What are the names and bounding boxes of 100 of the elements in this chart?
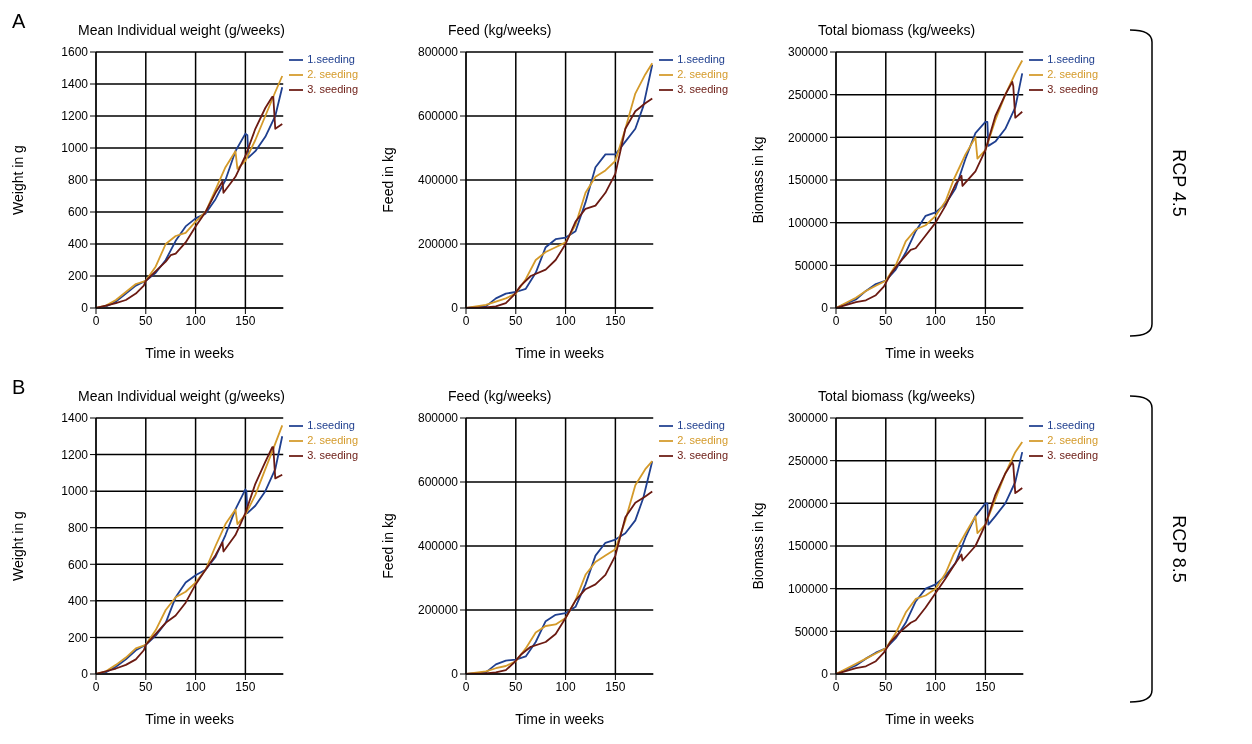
x-tick-label: 100 — [925, 679, 946, 694]
x-tick-label: 100 — [185, 313, 206, 328]
x-tick-label: 0 — [832, 313, 840, 328]
y-tick-label: 0 — [821, 667, 829, 682]
legend-label: 3. seeding — [1047, 83, 1098, 96]
chart-title: Total biomass (kg/weeks) — [817, 21, 977, 40]
y-tick-label: 800 — [67, 520, 89, 535]
legend-label: 2. seeding — [1047, 434, 1098, 447]
y-axis-title: Feed in kg — [379, 513, 396, 579]
legend-label: 1.seeding — [307, 53, 355, 65]
x-tick-label: 150 — [975, 679, 996, 694]
y-tick-label: 200000 — [417, 237, 459, 252]
x-tick-label: 50 — [879, 679, 893, 694]
x-tick-label: 50 — [509, 679, 523, 694]
y-tick-label: 600000 — [417, 109, 459, 124]
x-tick-label: 0 — [832, 679, 840, 694]
y-tick-label: 1200 — [61, 447, 89, 462]
x-tick-label: 100 — [555, 313, 576, 328]
chart-title: Total biomass (kg/weeks) — [817, 387, 977, 406]
legend-label: 1.seeding — [677, 53, 725, 65]
x-tick-label: 150 — [975, 313, 996, 328]
legend-label: 1.seeding — [1047, 419, 1095, 431]
chart-title: Mean Individual weight (g/weeks) — [78, 22, 285, 38]
text: A — [12, 10, 26, 33]
y-tick-label: 0 — [81, 667, 89, 682]
y-tick-label: 1200 — [61, 109, 89, 124]
x-axis-title: Time in weeks — [515, 711, 605, 727]
x-tick-label: 50 — [139, 679, 153, 694]
y-axis-title: Biomass in kg — [749, 136, 766, 224]
y-tick-label: 200000 — [787, 496, 829, 511]
legend-label: 1.seeding — [307, 419, 355, 431]
chart-title: Feed (kg/weeks) — [447, 387, 553, 406]
y-tick-label: 250000 — [787, 453, 829, 468]
legend-label: 1.seeding — [677, 419, 725, 431]
y-axis-title: Weight in g — [9, 145, 26, 215]
y-tick-label: 800 — [67, 173, 89, 188]
x-tick-label: 150 — [605, 313, 626, 328]
y-tick-label: 1000 — [61, 484, 89, 499]
y-tick-label: 800000 — [417, 45, 459, 60]
legend-label: 3. seeding — [307, 449, 358, 462]
x-tick-label: 0 — [462, 679, 470, 694]
x-tick-label: 150 — [235, 313, 256, 328]
y-tick-label: 1400 — [61, 77, 89, 92]
y-tick-label: 400000 — [417, 173, 459, 188]
legend-label: 3. seeding — [677, 83, 728, 96]
y-tick-label: 600 — [67, 205, 89, 220]
y-tick-label: 400 — [67, 237, 89, 252]
legend-label: 2. seeding — [677, 68, 728, 81]
y-tick-label: 100000 — [787, 215, 829, 230]
text: B — [12, 376, 26, 399]
y-tick-label: 150000 — [787, 539, 829, 554]
x-tick-label: 50 — [509, 313, 523, 328]
y-tick-label: 0 — [451, 301, 459, 316]
y-tick-label: 200 — [67, 269, 89, 284]
x-tick-label: 50 — [139, 313, 153, 328]
x-tick-label: 100 — [555, 679, 576, 694]
y-axis-title: Feed in kg — [379, 147, 396, 213]
chart-title: Feed (kg/weeks) — [447, 21, 553, 40]
y-axis-title: Biomass in kg — [749, 502, 766, 590]
y-tick-label: 150000 — [787, 173, 829, 188]
y-axis-title: Weight in g — [9, 511, 26, 581]
y-tick-label: 1000 — [61, 141, 89, 156]
y-tick-label: 600000 — [417, 475, 459, 490]
legend-label: 2. seeding — [677, 434, 728, 447]
y-tick-label: 200000 — [417, 603, 459, 618]
y-tick-label: 50000 — [794, 258, 829, 273]
chart-title: Mean Individual weight (g/weeks) — [78, 388, 285, 404]
y-tick-label: 50000 — [794, 624, 829, 639]
y-tick-label: 600 — [67, 557, 89, 572]
y-tick-label: 1600 — [61, 45, 89, 60]
x-tick-label: 50 — [879, 313, 893, 328]
legend-label: 2. seeding — [307, 434, 358, 447]
legend-label: 2. seeding — [1047, 68, 1098, 81]
y-tick-label: 200000 — [787, 130, 829, 145]
y-tick-label: 0 — [821, 301, 829, 316]
x-tick-label: 100 — [185, 679, 206, 694]
x-tick-label: 0 — [462, 313, 470, 328]
y-tick-label: 0 — [451, 667, 459, 682]
x-axis-title: Time in weeks — [515, 345, 605, 361]
x-tick-label: 100 — [925, 313, 946, 328]
y-tick-label: 200 — [67, 630, 89, 645]
legend-label: 3. seeding — [307, 83, 358, 96]
x-axis-title: Time in weeks — [145, 345, 235, 361]
text: RCP 4.5 — [1167, 149, 1189, 217]
x-tick-label: 0 — [92, 679, 100, 694]
y-tick-label: 800000 — [417, 411, 459, 426]
x-tick-label: 0 — [92, 313, 100, 328]
x-axis-title: Time in weeks — [885, 711, 975, 727]
x-tick-label: 150 — [605, 679, 626, 694]
y-tick-label: 100000 — [787, 581, 829, 596]
y-tick-label: 250000 — [787, 87, 829, 102]
text: RCP 8.5 — [1167, 515, 1189, 583]
legend-label: 3. seeding — [677, 449, 728, 462]
x-axis-title: Time in weeks — [145, 711, 235, 727]
x-tick-label: 150 — [235, 679, 256, 694]
y-tick-label: 300000 — [787, 45, 829, 60]
y-tick-label: 0 — [81, 301, 89, 316]
legend-label: 2. seeding — [307, 68, 358, 81]
legend-label: 3. seeding — [1047, 449, 1098, 462]
y-tick-label: 400 — [67, 594, 89, 609]
